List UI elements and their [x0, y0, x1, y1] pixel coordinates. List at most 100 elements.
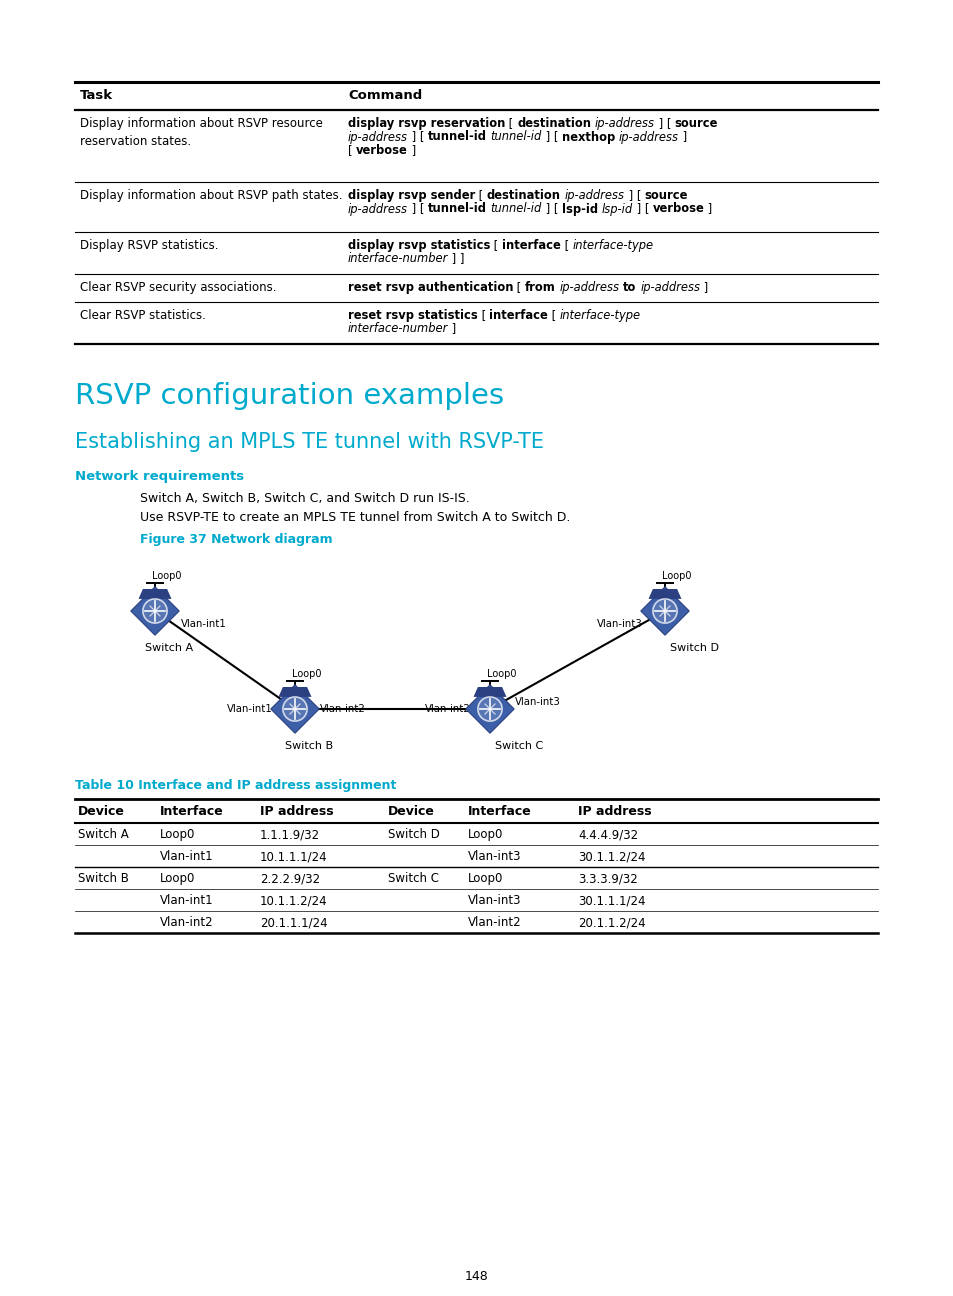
Text: Display RSVP statistics.: Display RSVP statistics. [80, 238, 218, 251]
Text: ip-address: ip-address [639, 281, 700, 294]
Text: Loop0: Loop0 [468, 872, 503, 885]
Text: Establishing an MPLS TE tunnel with RSVP-TE: Establishing an MPLS TE tunnel with RSVP… [75, 432, 543, 452]
Text: 30.1.1.2/24: 30.1.1.2/24 [578, 850, 645, 863]
Text: Vlan-int1: Vlan-int1 [227, 704, 273, 714]
Polygon shape [465, 684, 514, 734]
Text: [: [ [348, 144, 355, 157]
Text: Vlan-int3: Vlan-int3 [468, 894, 521, 907]
Text: interface: interface [501, 238, 560, 251]
Text: [: [ [513, 281, 525, 294]
Text: ]: ] [703, 202, 712, 215]
Text: Vlan-int3: Vlan-int3 [468, 850, 521, 863]
Text: tunnel-id: tunnel-id [490, 202, 541, 215]
Text: display rsvp reservation: display rsvp reservation [348, 117, 505, 130]
Text: ip-address: ip-address [348, 131, 408, 144]
Text: Switch B: Switch B [78, 872, 129, 885]
Polygon shape [648, 588, 680, 599]
Text: Interface: Interface [160, 805, 224, 818]
Text: Task: Task [80, 89, 113, 102]
Text: [: [ [560, 238, 572, 251]
Text: 10.1.1.2/24: 10.1.1.2/24 [260, 894, 327, 907]
Text: Vlan-int2: Vlan-int2 [160, 916, 213, 929]
Text: lsp-id: lsp-id [601, 202, 632, 215]
Text: ]: ] [678, 131, 686, 144]
Text: tunnel-id: tunnel-id [428, 202, 486, 215]
Text: interface: interface [489, 308, 548, 321]
Text: verbose: verbose [652, 202, 703, 215]
Text: reset rsvp statistics: reset rsvp statistics [348, 308, 477, 321]
Text: Vlan-int1: Vlan-int1 [160, 850, 213, 863]
Polygon shape [473, 687, 506, 697]
Text: [: [ [548, 308, 559, 321]
Text: ] [: ] [ [408, 202, 428, 215]
Text: [: [ [505, 117, 517, 130]
Text: Loop0: Loop0 [160, 872, 195, 885]
Text: reset rsvp authentication: reset rsvp authentication [348, 281, 513, 294]
Text: Switch C: Switch C [388, 872, 438, 885]
Circle shape [477, 697, 501, 721]
Text: ip-address: ip-address [348, 202, 408, 215]
Text: Loop0: Loop0 [486, 669, 516, 679]
Text: 20.1.1.2/24: 20.1.1.2/24 [578, 916, 645, 929]
Text: Switch D: Switch D [388, 828, 439, 841]
Text: lsp-id: lsp-id [561, 202, 598, 215]
Text: Switch B: Switch B [285, 741, 333, 750]
Text: ] ]: ] ] [448, 253, 464, 266]
Text: Loop0: Loop0 [152, 572, 181, 581]
Text: ] [: ] [ [541, 202, 561, 215]
Text: Switch A: Switch A [145, 643, 193, 653]
Text: Switch A: Switch A [78, 828, 129, 841]
Text: Device: Device [78, 805, 125, 818]
Text: ]: ] [448, 323, 456, 336]
Text: Switch C: Switch C [495, 741, 542, 750]
Text: Device: Device [388, 805, 435, 818]
Text: [: [ [475, 189, 486, 202]
Text: Table 10 Interface and IP address assignment: Table 10 Interface and IP address assign… [75, 779, 395, 792]
Polygon shape [138, 588, 172, 599]
Text: Vlan-int2: Vlan-int2 [319, 704, 365, 714]
Text: [: [ [490, 238, 501, 251]
Text: 3.3.3.9/32: 3.3.3.9/32 [578, 872, 638, 885]
Text: ] [: ] [ [408, 131, 428, 144]
Text: destination: destination [517, 117, 591, 130]
Text: source: source [644, 189, 687, 202]
Text: 30.1.1.1/24: 30.1.1.1/24 [578, 894, 645, 907]
Text: Vlan-int1: Vlan-int1 [181, 619, 227, 629]
Text: Clear RSVP statistics.: Clear RSVP statistics. [80, 308, 206, 321]
Text: destination: destination [486, 189, 560, 202]
Polygon shape [131, 587, 179, 635]
Text: tunnel-id: tunnel-id [428, 131, 486, 144]
Text: Loop0: Loop0 [661, 572, 691, 581]
Text: tunnel-id: tunnel-id [490, 131, 541, 144]
Text: interface-number: interface-number [348, 253, 448, 266]
Text: interface-number: interface-number [348, 323, 448, 336]
Circle shape [143, 599, 167, 623]
Circle shape [283, 697, 307, 721]
Text: Switch A, Switch B, Switch C, and Switch D run IS-IS.: Switch A, Switch B, Switch C, and Switch… [140, 492, 469, 505]
Text: Loop0: Loop0 [160, 828, 195, 841]
Circle shape [652, 599, 677, 623]
Text: Loop0: Loop0 [468, 828, 503, 841]
Text: source: source [674, 117, 718, 130]
Text: IP address: IP address [578, 805, 651, 818]
Text: Figure 37 Network diagram: Figure 37 Network diagram [140, 533, 333, 546]
Text: Vlan-int2: Vlan-int2 [424, 704, 470, 714]
Text: Display information about RSVP resource
reservation states.: Display information about RSVP resource … [80, 117, 322, 148]
Polygon shape [271, 684, 319, 734]
Text: RSVP configuration examples: RSVP configuration examples [75, 382, 503, 410]
Text: ] [: ] [ [632, 202, 652, 215]
Text: [: [ [477, 308, 489, 321]
Text: ]: ] [408, 144, 416, 157]
Text: ] [: ] [ [624, 189, 644, 202]
Text: Interface: Interface [468, 805, 531, 818]
Text: to: to [622, 281, 636, 294]
Text: Display information about RSVP path states.: Display information about RSVP path stat… [80, 189, 342, 202]
Text: Network requirements: Network requirements [75, 470, 244, 483]
Text: display rsvp statistics: display rsvp statistics [348, 238, 490, 251]
Text: 20.1.1.1/24: 20.1.1.1/24 [260, 916, 327, 929]
Text: ]: ] [700, 281, 708, 294]
Text: nexthop: nexthop [561, 131, 615, 144]
Text: interface-type: interface-type [559, 308, 640, 321]
Text: from: from [525, 281, 556, 294]
Text: Command: Command [348, 89, 422, 102]
